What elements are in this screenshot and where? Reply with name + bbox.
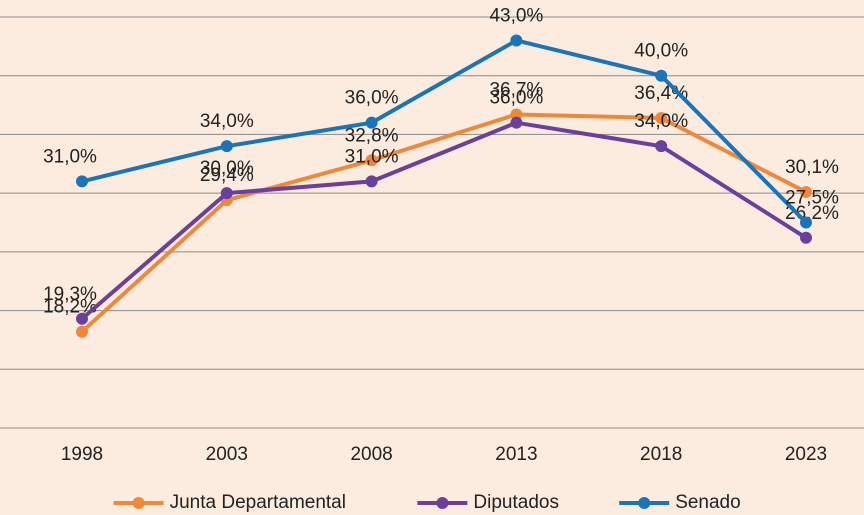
data-label: 26,2% [785, 203, 839, 224]
data-point [800, 231, 812, 244]
data-point [365, 116, 378, 129]
data-label: 36,0% [345, 88, 399, 109]
legend-marker [436, 497, 449, 509]
data-point [365, 175, 378, 188]
x-tick-label: 2023 [785, 444, 827, 465]
data-label: 18,2% [43, 297, 97, 318]
data-point [800, 185, 812, 198]
legend-label: Junta Departamental [170, 492, 346, 513]
x-tick-label: 1998 [61, 444, 103, 465]
data-point [76, 325, 88, 338]
data-label: 19,3% [43, 284, 97, 305]
data-label: 40,0% [634, 41, 688, 62]
x-tick-label: 2013 [495, 444, 537, 465]
data-point [510, 34, 523, 47]
data-point [655, 69, 668, 82]
data-point [655, 111, 668, 124]
series-line [81, 38, 808, 224]
data-point [510, 116, 523, 129]
series-line [80, 120, 808, 321]
data-label: 30,0% [200, 158, 254, 179]
data-label: 36,0% [489, 88, 543, 109]
data-point [510, 108, 523, 121]
data-label: 27,5% [785, 188, 839, 209]
data-label: 34,0% [200, 111, 254, 132]
data-label: 34,0% [634, 111, 688, 132]
data-label: 32,8% [345, 125, 399, 146]
x-tick-label: 2003 [206, 444, 248, 465]
data-point [220, 140, 233, 153]
x-tick-label: 2008 [350, 444, 392, 465]
data-point [365, 154, 378, 167]
legend-marker [132, 497, 145, 509]
data-point [800, 216, 812, 229]
data-label: 31,0% [43, 146, 97, 167]
series-line [80, 112, 807, 334]
legend-label: Diputados [473, 492, 559, 513]
data-point [220, 187, 233, 200]
data-label: 36,7% [489, 79, 543, 100]
x-tick-label: 2018 [640, 444, 682, 465]
data-label: 31,0% [345, 146, 399, 167]
data-point [76, 175, 88, 188]
data-label: 30,1% [785, 157, 839, 178]
legend-marker [638, 497, 651, 509]
legend-label: Senado [675, 492, 741, 513]
data-label: 29,4% [200, 165, 254, 186]
data-label: 43,0% [489, 6, 543, 27]
data-point [655, 140, 668, 153]
data-point [76, 312, 88, 325]
